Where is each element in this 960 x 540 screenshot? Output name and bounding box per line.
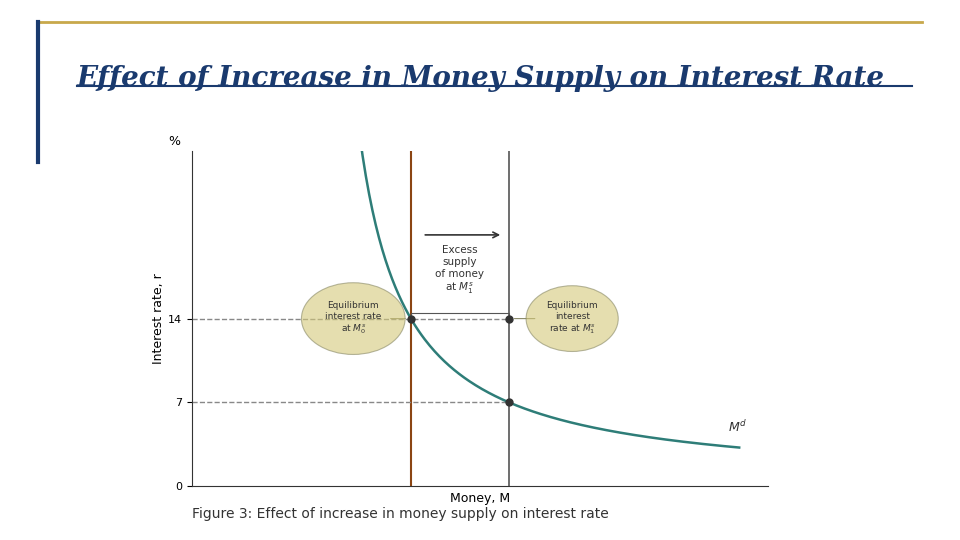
- Text: Effect of Increase in Money Supply on Interest Rate: Effect of Increase in Money Supply on In…: [77, 65, 885, 92]
- Text: Figure 3: Effect of increase in money supply on interest rate: Figure 3: Effect of increase in money su…: [192, 508, 609, 522]
- Text: Excess
supply
of money
at $M_1^s$: Excess supply of money at $M_1^s$: [435, 246, 485, 296]
- Text: Equilibrium
interest
rate at $M_1^s$: Equilibrium interest rate at $M_1^s$: [546, 301, 598, 336]
- Text: Equilibrium
interest rate
at $M_0^s$: Equilibrium interest rate at $M_0^s$: [325, 301, 381, 336]
- Ellipse shape: [526, 286, 618, 352]
- Ellipse shape: [301, 283, 405, 354]
- X-axis label: Money, M: Money, M: [450, 491, 510, 504]
- Text: $M^d$: $M^d$: [728, 419, 747, 435]
- Y-axis label: Interest rate, r: Interest rate, r: [153, 273, 165, 364]
- Text: %: %: [169, 134, 180, 147]
